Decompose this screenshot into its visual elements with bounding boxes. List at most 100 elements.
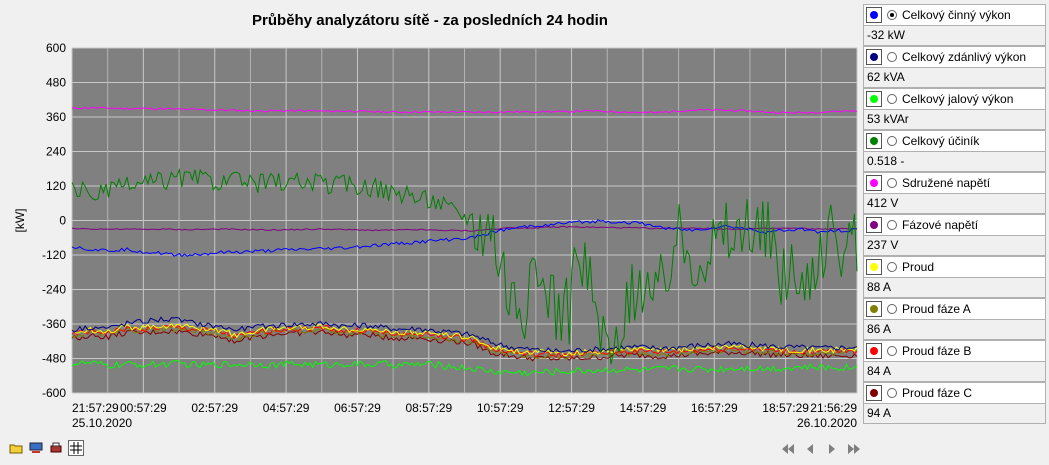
series-color-swatch[interactable] xyxy=(866,301,882,317)
series-radio[interactable] xyxy=(887,304,897,314)
legend-series-name: Proud xyxy=(902,260,935,274)
series-color-swatch[interactable] xyxy=(866,343,882,359)
folder-icon[interactable] xyxy=(8,440,24,456)
y-tick-label: -240 xyxy=(42,283,66,297)
legend-series-name: Celkový jalový výkon xyxy=(902,92,1014,106)
series-radio[interactable] xyxy=(887,220,897,230)
legend-series-value: 94 A xyxy=(863,403,1046,424)
series-color-swatch[interactable] xyxy=(866,7,882,23)
grid-icon[interactable] xyxy=(68,440,84,456)
y-tick-label: -480 xyxy=(42,352,66,366)
legend-series-value: 86 A xyxy=(863,319,1046,340)
series-radio[interactable] xyxy=(887,388,897,398)
series-color-swatch[interactable] xyxy=(866,91,882,107)
series-radio[interactable] xyxy=(887,346,897,356)
x-tick-label: 21:57:29 xyxy=(72,401,119,415)
series-radio[interactable] xyxy=(887,262,897,272)
legend-item: Celkový jalový výkon 53 kVAr xyxy=(863,88,1046,130)
legend-series-name: Sdružené napětí xyxy=(902,176,991,190)
monitor-icon[interactable] xyxy=(28,440,44,456)
legend-item: Proud fáze C 94 A xyxy=(863,382,1046,424)
legend-series-name: Celkový činný výkon xyxy=(902,8,1011,22)
printer-icon[interactable] xyxy=(48,440,64,456)
legend-series-toggle[interactable]: Proud fáze B xyxy=(863,340,1046,361)
x-tick-label: 02:57:29 xyxy=(191,401,238,415)
legend-item: Proud 88 A xyxy=(863,256,1046,298)
legend-series-name: Proud fáze A xyxy=(902,302,971,316)
y-tick-label: -360 xyxy=(42,317,66,331)
series-color-swatch[interactable] xyxy=(866,259,882,275)
legend-item: Proud fáze A 86 A xyxy=(863,298,1046,340)
legend-series-toggle[interactable]: Sdružené napětí xyxy=(863,172,1046,193)
legend-series-toggle[interactable]: Fázové napětí xyxy=(863,214,1046,235)
series-line xyxy=(71,324,858,359)
x-tick-label: 10:57:29 xyxy=(477,401,524,415)
legend-item: Sdružené napětí 412 V xyxy=(863,172,1046,214)
x-tick-label: 16:57:29 xyxy=(691,401,738,415)
y-tick-label: 600 xyxy=(46,41,66,55)
x-tick-label: 18:57:29 xyxy=(762,401,809,415)
y-tick-label: 120 xyxy=(46,179,66,193)
series-color-swatch[interactable] xyxy=(866,385,882,401)
series-radio[interactable] xyxy=(887,52,897,62)
legend-series-value: 0.518 - xyxy=(863,151,1046,172)
next-icon[interactable] xyxy=(822,441,842,457)
legend-item: Fázové napětí 237 V xyxy=(863,214,1046,256)
y-tick-label: 240 xyxy=(46,145,66,159)
legend-series-value: 412 V xyxy=(863,193,1046,214)
legend-series-toggle[interactable]: Proud fáze C xyxy=(863,382,1046,403)
x-tick-label: 21:56:29 xyxy=(810,401,857,415)
x-tick-label: 00:57:29 xyxy=(120,401,167,415)
legend-item: Celkový zdánlivý výkon 62 kVA xyxy=(863,46,1046,88)
series-line xyxy=(71,326,858,360)
legend-series-toggle[interactable]: Celkový činný výkon xyxy=(863,4,1046,25)
series-radio[interactable] xyxy=(887,10,897,20)
legend-item: Proud fáze B 84 A xyxy=(863,340,1046,382)
series-line xyxy=(71,316,858,353)
legend-series-value: 62 kVA xyxy=(863,67,1046,88)
x-tick-label: 08:57:29 xyxy=(405,401,452,415)
y-tick-label: 0 xyxy=(59,214,66,228)
legend-series-toggle[interactable]: Proud xyxy=(863,256,1046,277)
previous-icon[interactable] xyxy=(800,441,820,457)
x-date-start: 25.10.2020 xyxy=(72,416,132,430)
legend-series-name: Fázové napětí xyxy=(902,218,979,232)
series-line xyxy=(71,219,858,258)
legend-series-value: 88 A xyxy=(863,277,1046,298)
y-tick-label: 480 xyxy=(46,76,66,90)
series-line xyxy=(71,359,858,377)
series-line xyxy=(71,225,858,232)
series-line xyxy=(71,167,858,365)
legend-series-toggle[interactable]: Celkový zdánlivý výkon xyxy=(863,46,1046,67)
series-line xyxy=(71,106,858,114)
legend-series-toggle[interactable]: Celkový účiník xyxy=(863,130,1046,151)
x-tick-label: 06:57:29 xyxy=(334,401,381,415)
series-radio[interactable] xyxy=(887,136,897,146)
series-color-swatch[interactable] xyxy=(866,217,882,233)
series-radio[interactable] xyxy=(887,178,897,188)
legend-series-value: 237 V xyxy=(863,235,1046,256)
x-date-end: 26.10.2020 xyxy=(797,416,857,430)
legend-series-name: Celkový zdánlivý výkon xyxy=(902,50,1027,64)
first-page-icon[interactable] xyxy=(778,441,798,457)
y-tick-label: 360 xyxy=(46,110,66,124)
chart-title: Průběhy analyzátoru sítě - za posledních… xyxy=(252,12,608,29)
legend-panel: Celkový činný výkon -32 kW Celkový zdánliv… xyxy=(863,4,1046,424)
navigation-buttons xyxy=(778,441,864,457)
series-radio[interactable] xyxy=(887,94,897,104)
y-tick-label: -120 xyxy=(42,248,66,262)
x-tick-label: 12:57:29 xyxy=(548,401,595,415)
series-color-swatch[interactable] xyxy=(866,133,882,149)
legend-series-name: Proud fáze B xyxy=(902,344,972,358)
legend-series-toggle[interactable]: Proud fáze A xyxy=(863,298,1046,319)
legend-series-value: 53 kVAr xyxy=(863,109,1046,130)
legend-series-name: Proud fáze C xyxy=(902,386,973,400)
legend-series-value: 84 A xyxy=(863,361,1046,382)
x-tick-label: 14:57:29 xyxy=(620,401,667,415)
legend-series-toggle[interactable]: Celkový jalový výkon xyxy=(863,88,1046,109)
y-tick-label: -600 xyxy=(42,386,66,400)
series-color-swatch[interactable] xyxy=(866,175,882,191)
series-line xyxy=(71,328,858,362)
last-page-icon[interactable] xyxy=(844,441,864,457)
series-color-swatch[interactable] xyxy=(866,49,882,65)
